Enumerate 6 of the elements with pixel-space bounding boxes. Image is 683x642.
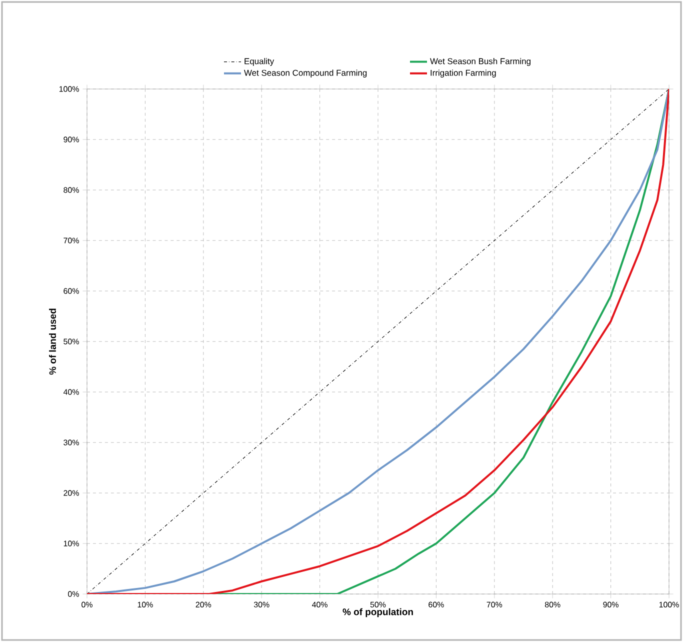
legend-label: Wet Season Compound Farming (244, 70, 367, 78)
legend-label: Irrigation Farming (430, 70, 496, 78)
y-axis-title: % of land used (49, 308, 56, 375)
x-axis-title: % of population (342, 608, 413, 618)
legend-label: Wet Season Bush Farming (430, 58, 530, 66)
legend-label: Equality (244, 58, 274, 66)
